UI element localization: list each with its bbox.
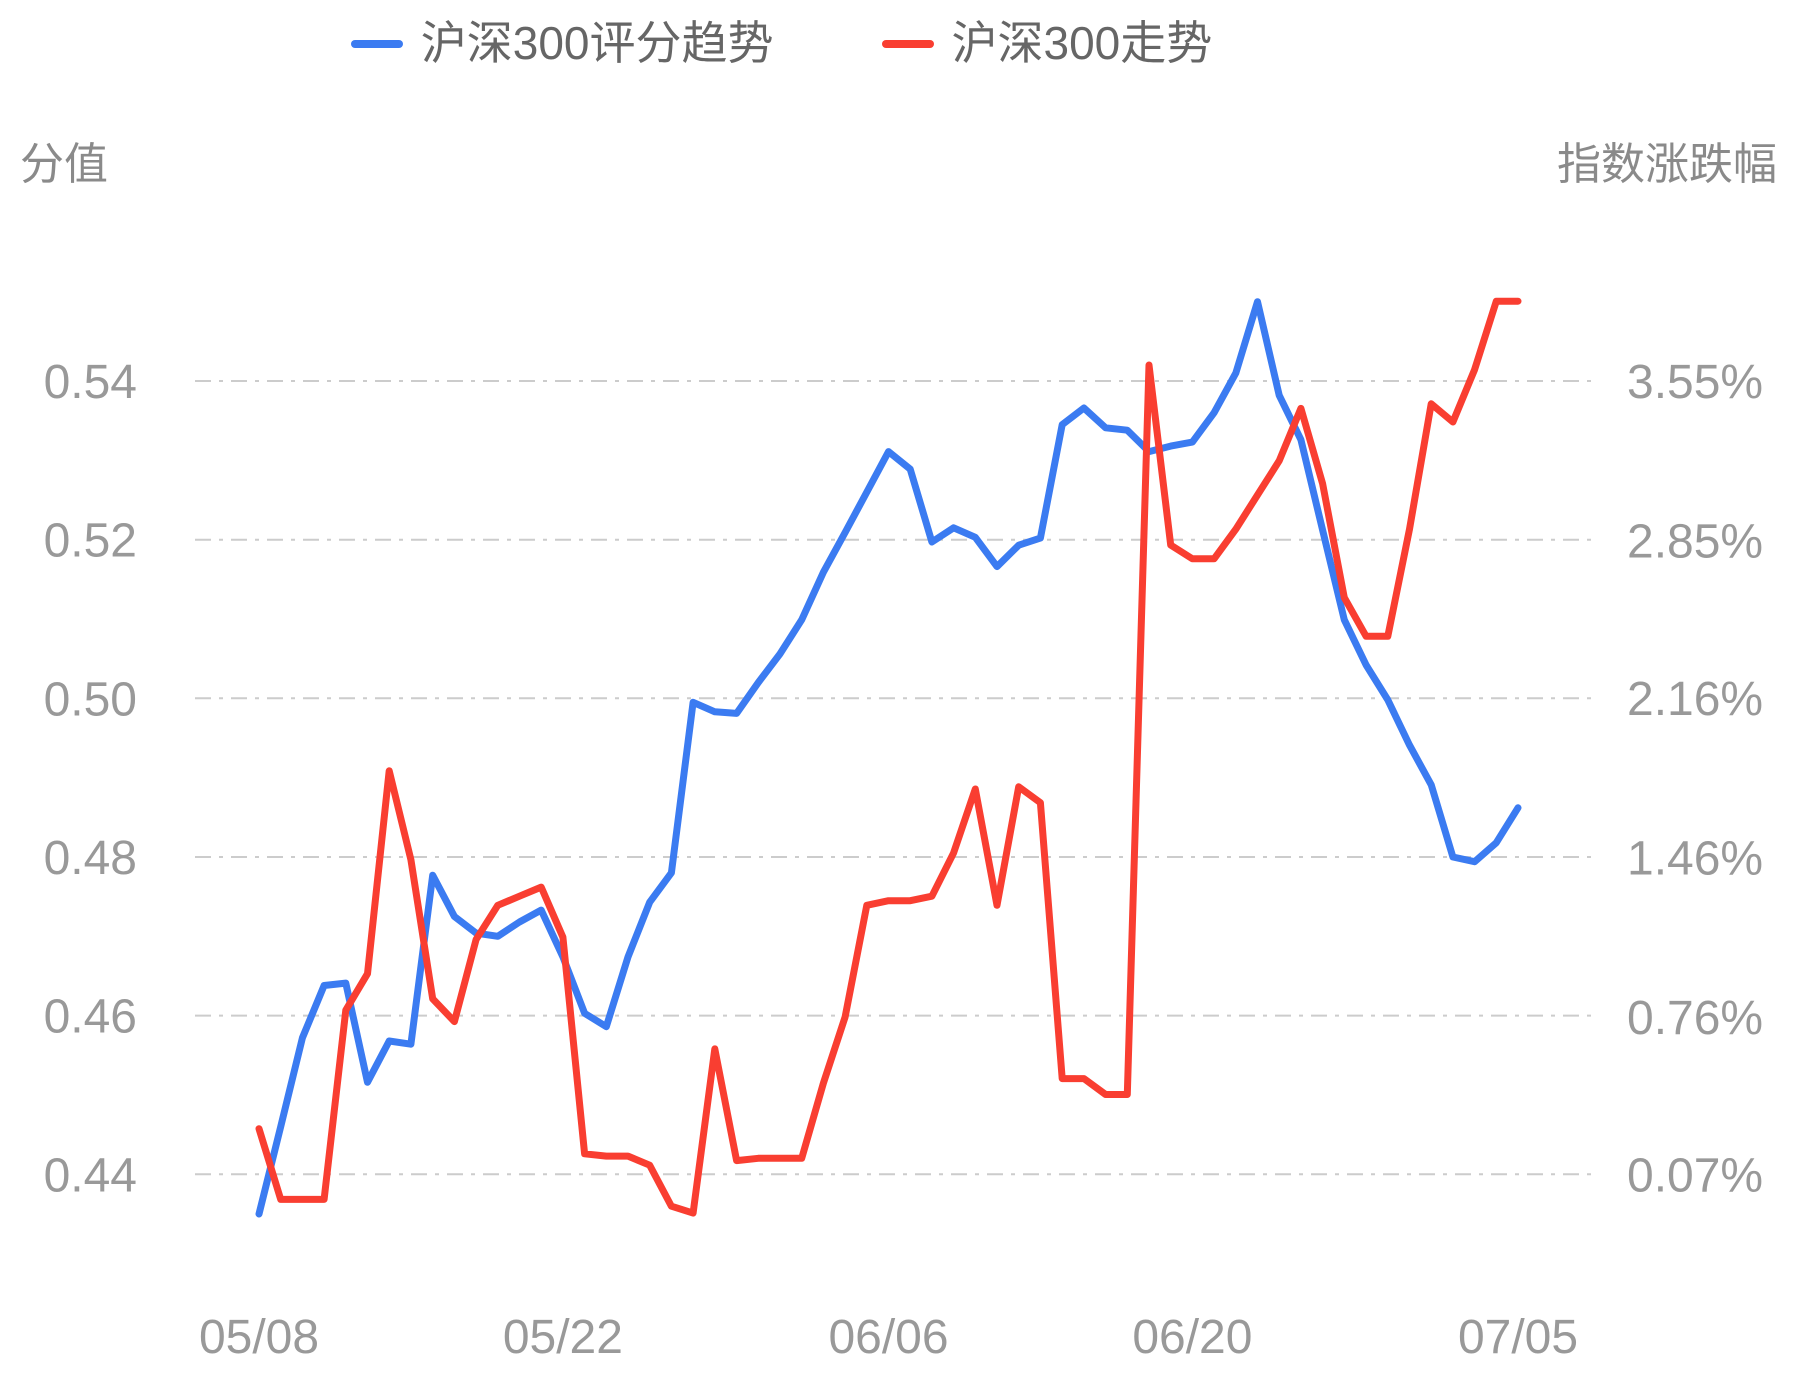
x-axis-tick: 06/06 (828, 1311, 948, 1364)
x-axis-tick: 05/22 (503, 1311, 623, 1364)
legend-label-index-trend: 沪深300走势 (951, 17, 1213, 69)
y-axis-tick-right: 3.55% (1627, 356, 1763, 409)
y-axis-tick-left: 0.52 (44, 515, 137, 568)
y-axis-tick-right: 1.46% (1627, 832, 1763, 885)
x-axis-tick: 06/20 (1132, 1311, 1252, 1364)
series-line-index-trend[interactable] (255, 297, 1522, 1217)
y-axis-title-left: 分值 (20, 140, 108, 189)
chart-legend: 沪深300评分趋势 沪深300走势 (0, 16, 1563, 71)
y-axis-tick-left: 0.46 (44, 991, 137, 1044)
legend-line-marker-red-icon (881, 39, 934, 48)
y-axis-tick-left: 0.54 (44, 356, 137, 409)
legend-line-marker-blue-icon (350, 39, 403, 48)
x-axis-tick: 05/08 (199, 1311, 319, 1364)
y-axis-title-right: 指数涨跌幅 (1557, 140, 1777, 189)
series-line-score-trend[interactable] (255, 298, 1522, 1218)
y-axis-tick-left: 0.48 (44, 832, 137, 885)
x-axis-tick: 07/05 (1458, 1311, 1578, 1364)
y-axis-tick-left: 0.50 (44, 673, 137, 726)
legend-item-score-trend[interactable]: 沪深300评分趋势 (350, 16, 774, 71)
y-axis-tick-left: 0.44 (44, 1149, 137, 1202)
y-axis-tick-right: 0.07% (1627, 1149, 1763, 1202)
legend-label-score-trend: 沪深300评分趋势 (420, 17, 774, 69)
y-axis-tick-right: 2.16% (1627, 673, 1763, 726)
legend-item-index-trend[interactable]: 沪深300走势 (881, 16, 1213, 71)
y-axis-tick-right: 0.76% (1627, 992, 1763, 1045)
y-axis-tick-right: 2.85% (1627, 516, 1763, 569)
